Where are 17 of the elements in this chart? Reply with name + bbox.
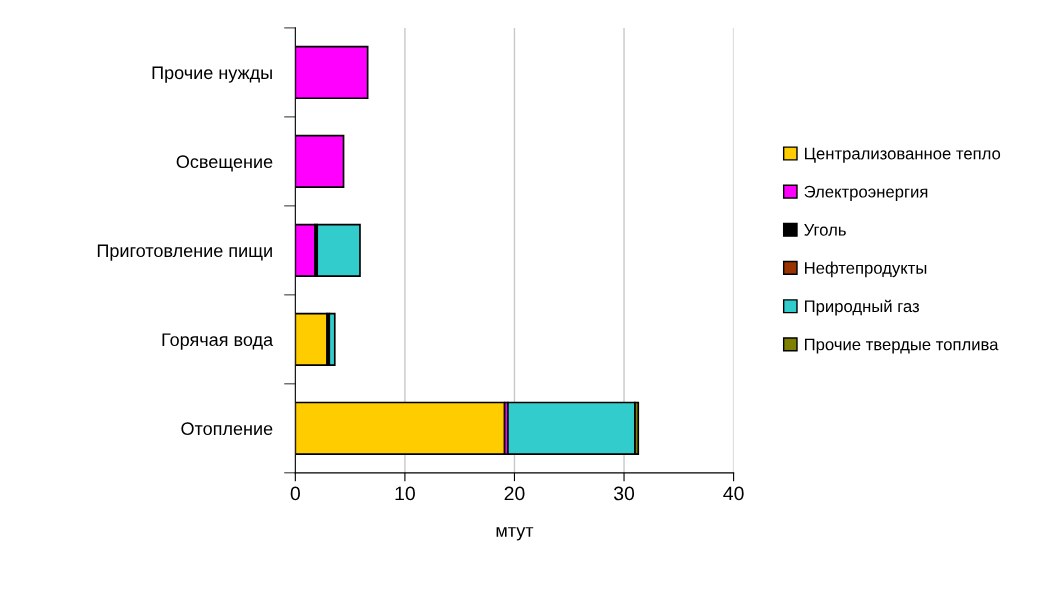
x-axis-title: мтут bbox=[496, 527, 534, 541]
x-tick-label: 10 bbox=[395, 486, 415, 501]
y-tick-label: Горячая вода bbox=[162, 333, 274, 350]
legend-label: Нефтепродукты bbox=[805, 261, 927, 278]
legend-label: Электроэнергия bbox=[804, 185, 928, 201]
y-tick-label: Освещение bbox=[176, 155, 273, 172]
y-tick-label: Прочие нужды bbox=[152, 66, 272, 83]
y-tick-label: Приготовление пищи bbox=[97, 244, 272, 261]
legend-label: Централизованное тепло bbox=[805, 147, 1001, 163]
x-tick-label: 30 bbox=[613, 486, 635, 501]
x-tick-label: 40 bbox=[723, 486, 744, 501]
legend-label: Природный газ bbox=[805, 299, 920, 316]
legend-label: Прочие твердые топлива bbox=[805, 338, 999, 354]
x-tick-label: 0 bbox=[290, 486, 300, 501]
x-tick-label: 20 bbox=[504, 486, 525, 501]
legend-label: Уголь bbox=[804, 224, 846, 236]
y-tick-label: Отопление bbox=[181, 422, 273, 436]
